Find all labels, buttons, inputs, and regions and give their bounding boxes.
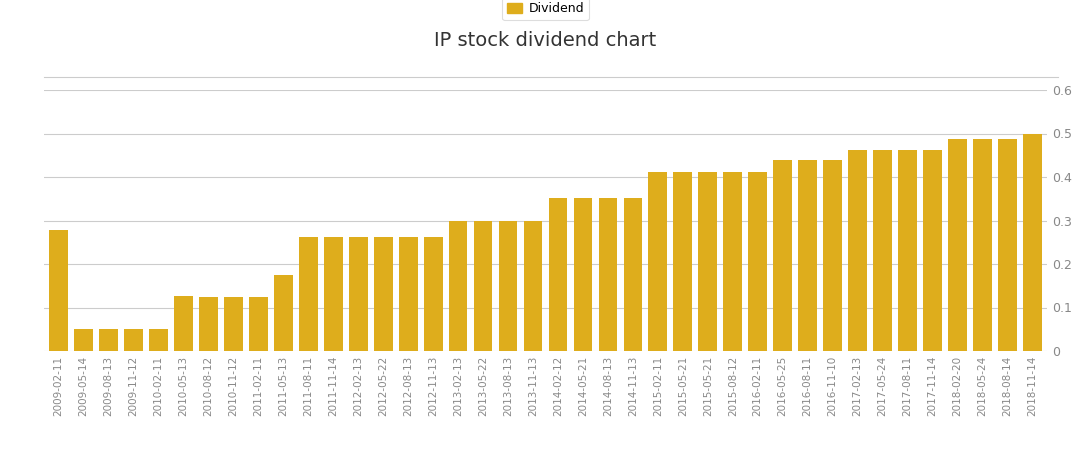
Bar (873, 150, 892, 351)
Bar (799, 160, 817, 351)
Bar (99, 329, 118, 351)
Bar (698, 171, 717, 351)
Bar (423, 237, 443, 351)
Bar (49, 230, 68, 351)
Bar (274, 275, 292, 351)
Bar (574, 198, 592, 351)
Bar (923, 150, 942, 351)
Bar (524, 220, 542, 351)
Bar (199, 297, 218, 351)
Bar (824, 160, 842, 351)
Bar (324, 237, 343, 351)
Bar (175, 296, 193, 351)
Bar (499, 220, 517, 351)
Bar (399, 237, 418, 351)
Bar (848, 150, 867, 351)
Bar (349, 237, 368, 351)
Bar (299, 237, 317, 351)
Bar (648, 171, 668, 351)
Bar (374, 237, 393, 351)
Bar (973, 139, 992, 351)
Bar (1023, 134, 1042, 351)
Bar (224, 297, 243, 351)
Bar (898, 150, 916, 351)
Bar (249, 297, 267, 351)
Legend: Dividend: Dividend (502, 0, 589, 20)
Bar (673, 171, 692, 351)
Bar (599, 198, 618, 351)
Bar (948, 139, 967, 351)
Bar (998, 139, 1017, 351)
Bar (149, 329, 168, 351)
Bar (473, 220, 492, 351)
Bar (448, 220, 467, 351)
Bar (74, 329, 93, 351)
Bar (748, 171, 767, 351)
Bar (124, 329, 143, 351)
Bar (723, 171, 742, 351)
Bar (774, 160, 792, 351)
Bar (624, 198, 643, 351)
Text: IP stock dividend chart: IP stock dividend chart (434, 32, 657, 50)
Bar (549, 198, 567, 351)
